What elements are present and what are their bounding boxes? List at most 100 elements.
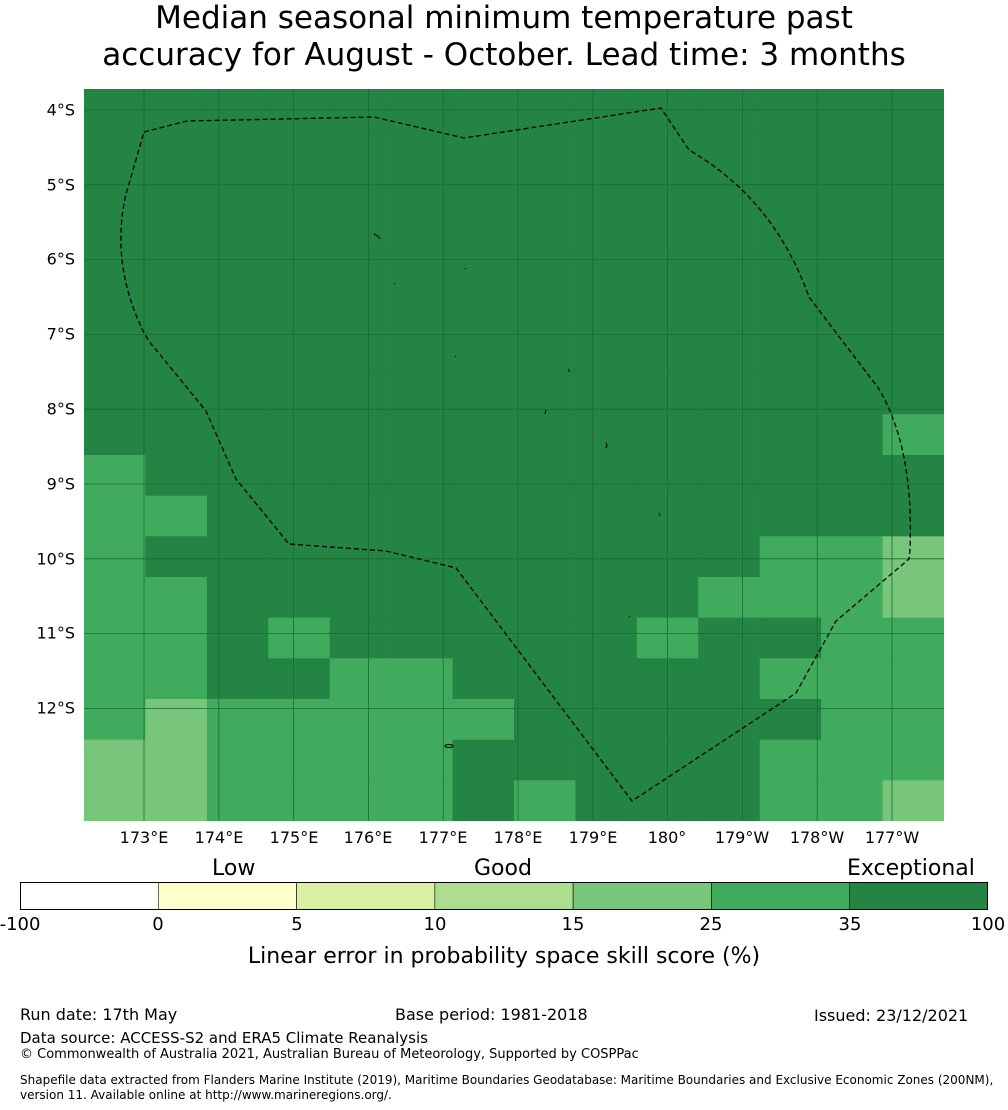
skill-cell (84, 373, 147, 415)
skill-cell (391, 658, 454, 700)
skill-cell (821, 455, 884, 497)
lon-label: 176°E (343, 828, 393, 847)
skill-cell (575, 536, 638, 578)
skill-cell (206, 211, 269, 253)
skill-cell (391, 536, 454, 578)
skill-cell (698, 455, 761, 497)
skill-cell (698, 658, 761, 700)
colorbar-tick: 25 (699, 914, 723, 935)
lat-label: 12°S (36, 698, 75, 718)
island-mark (464, 267, 467, 270)
skill-cell (145, 251, 208, 293)
skill-cell (698, 780, 761, 821)
skill-cell (759, 251, 822, 293)
skill-cell (329, 455, 392, 497)
island-mark (393, 282, 396, 285)
skill-cell (329, 536, 392, 578)
skill-cell (145, 455, 208, 497)
lon-label: 177°W (864, 828, 920, 847)
skill-cell (759, 211, 822, 253)
category-label-low: Low (212, 856, 256, 881)
skill-cell (575, 658, 638, 700)
issued-date: Issued: 23/12/2021 (814, 1006, 969, 1025)
colorbar-swatches (20, 882, 988, 910)
skill-cell (759, 292, 822, 334)
skill-cell (206, 617, 269, 659)
skill-cell (882, 658, 944, 700)
skill-cell (206, 699, 269, 741)
skill-cell (329, 577, 392, 619)
category-label-good: Good (474, 856, 532, 881)
skill-cell (698, 699, 761, 741)
skill-cell (821, 739, 884, 781)
skill-cell (882, 617, 944, 659)
skill-cell (145, 699, 208, 741)
base-period: Base period: 1981-2018 (395, 1005, 588, 1024)
skill-cell (698, 414, 761, 456)
skill-cell (575, 577, 638, 619)
skill-cell (882, 455, 944, 497)
skill-cell (759, 414, 822, 456)
skill-cell (206, 780, 269, 821)
skill-cell (575, 699, 638, 741)
skill-cell (145, 373, 208, 415)
lat-label: 11°S (36, 623, 75, 643)
skill-cell (145, 658, 208, 700)
island-marks (373, 233, 661, 748)
skill-cell (268, 617, 331, 659)
skill-cell (575, 170, 638, 212)
skill-cell (206, 536, 269, 578)
skill-cell (268, 658, 331, 700)
skill-cell (329, 739, 392, 781)
skill-cell (514, 739, 577, 781)
skill-cell (514, 292, 577, 334)
skill-cell (329, 699, 392, 741)
skill-cell (698, 292, 761, 334)
skill-cell (84, 333, 147, 375)
chart-title: Median seasonal minimum temperature past… (0, 0, 1008, 74)
skill-cell (452, 658, 515, 700)
skill-cell (821, 251, 884, 293)
skill-cell (84, 699, 147, 741)
skill-cell (391, 211, 454, 253)
skill-cell (145, 536, 208, 578)
eez-boundary (120, 107, 912, 802)
skill-cell (882, 170, 944, 212)
skill-cell (698, 251, 761, 293)
skill-cell (452, 495, 515, 537)
skill-cell (575, 455, 638, 497)
skill-cell (452, 577, 515, 619)
skill-cell (268, 495, 331, 537)
skill-cell (452, 739, 515, 781)
skill-cell (329, 292, 392, 334)
skill-cell (821, 129, 884, 171)
skill-cell (759, 577, 822, 619)
skill-cell (206, 170, 269, 212)
skill-cell (452, 170, 515, 212)
skill-cell (268, 170, 331, 212)
colorbar-tick: 0 (152, 914, 164, 935)
island-mark (373, 233, 381, 240)
skill-cell (882, 292, 944, 334)
skill-cell (698, 373, 761, 415)
skill-cell (575, 495, 638, 537)
skill-cell (882, 211, 944, 253)
skill-cell (329, 658, 392, 700)
skill-cell (84, 292, 147, 334)
skill-cell (268, 455, 331, 497)
skill-cell (452, 129, 515, 171)
skill-cell (575, 617, 638, 659)
skill-cell (268, 699, 331, 741)
skill-cell (514, 170, 577, 212)
skill-cell (145, 617, 208, 659)
data-source: Data source: ACCESS-S2 and ERA5 Climate … (20, 1029, 428, 1047)
skill-cell (759, 739, 822, 781)
island-mark (454, 355, 457, 358)
skill-cell (821, 170, 884, 212)
colorbar (20, 882, 988, 910)
skill-cell (882, 373, 944, 415)
skill-cell (84, 658, 147, 700)
skill-cell (391, 455, 454, 497)
title-line-2: accuracy for August - October. Lead time… (102, 37, 906, 73)
skill-cell (268, 780, 331, 821)
